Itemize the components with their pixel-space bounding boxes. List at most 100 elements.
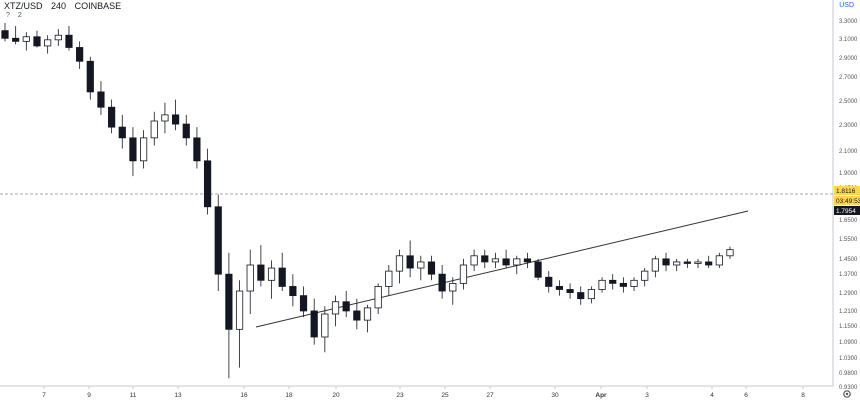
time-tick-label: 18	[285, 392, 293, 399]
symbol-header: XTZ/USD 240 COINBASE	[4, 1, 127, 11]
candle	[22, 36, 30, 42]
candle	[374, 286, 382, 309]
time-tick-label: 11	[130, 392, 137, 399]
candle	[502, 258, 510, 266]
last-close-marker	[834, 206, 860, 215]
candle	[673, 261, 681, 266]
candle	[715, 255, 723, 266]
time-tick-label: Apr	[595, 392, 607, 399]
candle	[513, 258, 521, 266]
candle	[470, 255, 478, 266]
price-tick-label: 2.1000	[839, 149, 858, 155]
price-tick-label: 1.1500	[839, 324, 858, 330]
indicator-badges[interactable]: ? 2	[6, 12, 28, 19]
price-tick-label: 2.5000	[839, 99, 858, 105]
candle	[449, 282, 457, 292]
candle	[662, 258, 670, 266]
candle	[203, 160, 212, 208]
last-close-label: 1.7954	[836, 208, 856, 215]
candle	[118, 126, 126, 139]
candle	[321, 313, 329, 338]
exchange-label: COINBASE	[74, 1, 122, 11]
time-tick-label: 20	[332, 392, 340, 399]
candle	[694, 261, 702, 264]
price-tick-label: 2.7000	[839, 75, 858, 81]
candle	[385, 270, 393, 287]
badge-0[interactable]: ?	[6, 12, 10, 19]
candle	[140, 137, 148, 162]
candle	[726, 249, 734, 257]
candle	[641, 270, 649, 281]
candle	[171, 114, 180, 125]
candle	[267, 267, 276, 281]
candle	[76, 47, 84, 62]
price-tick-label: 1.2900	[839, 291, 858, 297]
candle	[566, 289, 574, 293]
price-tick-label: 1.4500	[839, 257, 858, 263]
candle	[395, 255, 404, 272]
candle	[182, 123, 190, 139]
candle	[705, 261, 713, 266]
candle	[214, 206, 222, 275]
candle	[545, 276, 553, 287]
currency-label[interactable]: USD	[839, 2, 854, 9]
candle	[683, 261, 691, 264]
candle	[65, 34, 73, 48]
candle	[598, 279, 606, 290]
time-tick-label: 3	[645, 392, 649, 399]
candle	[54, 34, 62, 41]
candle	[257, 264, 265, 281]
candle	[161, 114, 169, 122]
candle	[129, 137, 137, 162]
price-tick-label: 1.2100	[839, 309, 858, 315]
time-tick-label: 16	[240, 392, 248, 399]
candle	[193, 137, 201, 162]
price-tick-label: 1.0900	[839, 340, 858, 346]
symbol-label: XTZ/USD	[4, 1, 43, 11]
countdown-label: 03:49:53	[836, 198, 860, 205]
time-tick-label: 27	[486, 392, 494, 399]
candle	[44, 39, 52, 47]
price-tick-label: 1.9000	[839, 171, 858, 177]
candle	[587, 289, 595, 300]
candle	[86, 60, 94, 93]
candle	[1, 30, 9, 39]
candle	[246, 264, 254, 292]
price-tick-label: 3.1000	[839, 37, 858, 43]
time-tick-label: 9	[87, 392, 91, 399]
candle	[289, 286, 297, 297]
candle	[12, 37, 20, 42]
price-tick-label: 0.9300	[839, 385, 858, 391]
time-tick-label: 4	[710, 392, 714, 399]
candle	[33, 36, 41, 47]
candle	[97, 91, 105, 108]
candle	[481, 255, 489, 263]
current-price-label: 1.8116	[836, 188, 856, 195]
candle	[235, 290, 244, 330]
candle	[353, 310, 361, 321]
price-tick-label: 2.3000	[839, 123, 858, 129]
candle	[278, 267, 286, 287]
current-price-marker	[834, 186, 860, 195]
candle	[459, 264, 468, 284]
candle	[651, 258, 659, 272]
time-tick-label: 25	[441, 392, 449, 399]
price-tick-label: 1.5500	[839, 237, 858, 243]
gear-icon[interactable]	[842, 389, 852, 399]
candle	[619, 282, 627, 287]
candle	[609, 279, 617, 284]
candle	[406, 255, 414, 269]
candle	[534, 261, 542, 278]
candle	[438, 273, 446, 292]
countdown-marker	[834, 196, 860, 205]
candle	[523, 258, 532, 263]
candle	[225, 273, 233, 330]
candle	[427, 261, 436, 275]
price-tick-label: 3.3000	[839, 19, 858, 25]
candle	[310, 310, 318, 338]
badge-1[interactable]: 2	[17, 12, 22, 19]
interval-label: 240	[51, 1, 67, 11]
candle	[417, 261, 425, 269]
